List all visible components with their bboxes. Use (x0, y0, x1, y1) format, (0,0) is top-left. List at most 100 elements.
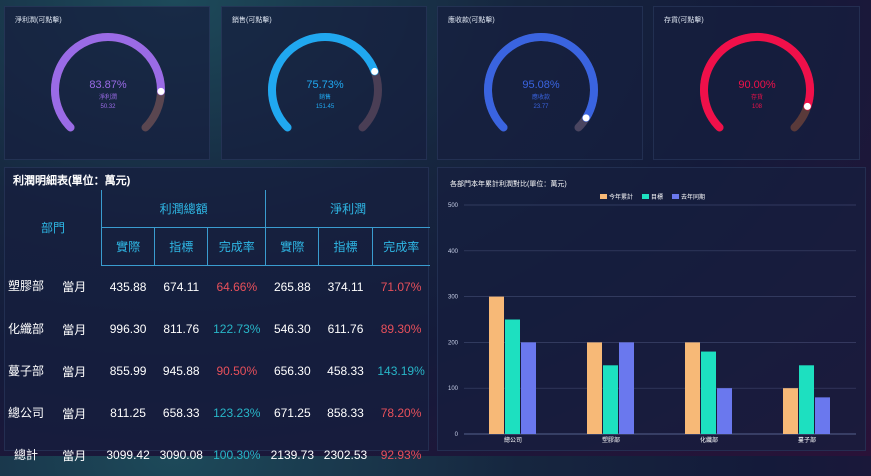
gauge-label: 銷售 (319, 93, 331, 101)
bar (701, 351, 716, 434)
x-tick-label: 總公司 (504, 436, 522, 444)
col-header-actual: 實際 (100, 227, 155, 266)
group-header-total-profit: 利潤總額 (100, 190, 266, 228)
period-cell: 當月 (62, 406, 87, 421)
data-cell: 3090.08 (159, 448, 203, 462)
table-row-total: 總計 當月 3099.42 3090.08 100.30% 2139.73 23… (5, 434, 430, 476)
data-cell: 674.11 (163, 280, 200, 294)
table-row: 塑膠部 當月 435.88 674.11 64.66% 265.88 374.1… (5, 266, 430, 309)
profit-table: 部門 利潤總額 淨利潤 實際 指標 完成率 實際 指標 完成率 塑膠部 當月 4… (5, 190, 430, 476)
gauge-inventory[interactable]: 存貨(可點擊) 90.00% 存貨 108 (653, 6, 860, 160)
data-cell: 658.33 (162, 406, 200, 420)
gauge-indicator (371, 67, 379, 75)
dept-cell: 化纖部 (7, 321, 44, 336)
gauge-indicator (157, 87, 165, 95)
y-tick-label: 300 (448, 295, 459, 301)
data-cell: 811.25 (110, 406, 146, 420)
data-cell: 2139.73 (270, 448, 314, 462)
x-tick-label: 化纖部 (700, 436, 718, 444)
gauge-title: 存貨(可點擊) (664, 17, 704, 24)
bar (685, 342, 700, 434)
dept-header: 部門 (40, 221, 65, 236)
gauge-chart: 90.00% 存貨 108 (700, 33, 814, 132)
gauge-percent: 75.73% (306, 79, 344, 91)
data-cell: 374.11 (327, 280, 364, 294)
bar (783, 388, 798, 434)
gauge-sales[interactable]: 銷售(可點擊) 75.73% 銷售 151.45 (221, 6, 427, 160)
rate-cell: 122.73% (213, 322, 261, 336)
y-tick-label: 500 (448, 203, 459, 209)
period-cell: 當月 (62, 280, 87, 295)
gauge-label: 應收款 (532, 93, 550, 101)
data-cell: 855.99 (109, 364, 147, 378)
data-cell: 858.33 (327, 406, 364, 420)
gauge-value: 23.77 (533, 104, 549, 110)
rate-cell: 71.07% (380, 280, 422, 294)
col-header-target: 指標 (154, 227, 208, 266)
col-header-actual: 實際 (265, 227, 319, 266)
rate-cell: 89.30% (380, 322, 422, 336)
bar (799, 365, 814, 434)
dept-cell: 總計 (13, 447, 38, 462)
gauge-chart: 83.87% 淨利潤 50.32 (51, 33, 165, 132)
data-cell: 611.76 (327, 322, 364, 336)
gauge-label: 存貨 (751, 93, 763, 101)
table-row: 蔓子部 當月 855.99 945.88 90.50% 656.30 458.3… (5, 350, 430, 392)
bar (603, 365, 618, 434)
x-tick-label: 蔓子部 (798, 436, 816, 444)
data-cell: 3099.42 (106, 448, 150, 462)
bar (619, 342, 634, 434)
data-cell: 945.88 (162, 364, 200, 378)
data-cell: 656.30 (273, 364, 311, 378)
gauge-percent: 95.08% (522, 79, 560, 91)
y-tick-label: 0 (455, 432, 459, 438)
rate-cell: 90.50% (216, 364, 258, 378)
table-row: 化纖部 當月 996.30 811.76 122.73% 546.30 611.… (5, 308, 430, 350)
bar (505, 319, 520, 434)
legend-label: 去年同期 (681, 193, 705, 201)
rate-cell: 78.20% (380, 406, 422, 420)
gauge-title: 銷售(可點擊) (232, 17, 272, 24)
y-tick-label: 100 (448, 386, 459, 392)
bar (489, 296, 504, 434)
x-tick-label: 塑膠部 (602, 436, 620, 444)
gauge-percent: 90.00% (738, 79, 776, 91)
legend-label: 今年累計 (609, 193, 633, 201)
bar (717, 388, 732, 434)
data-cell: 458.33 (327, 364, 364, 378)
data-cell: 811.76 (163, 322, 200, 336)
data-cell: 265.88 (273, 280, 311, 294)
gauge-indicator (803, 102, 811, 110)
bar (587, 342, 602, 434)
rate-cell: 92.93% (380, 448, 422, 462)
legend-swatch (672, 194, 679, 199)
data-cell: 671.25 (273, 406, 311, 420)
gauge-chart: 75.73% 銷售 151.45 (268, 33, 382, 132)
gauge-title: 應收款(可點擊) (448, 17, 495, 24)
col-header-target: 指標 (318, 227, 373, 266)
data-cell: 996.30 (109, 322, 147, 336)
gauge-chart: 95.08% 應收款 23.77 (484, 33, 598, 132)
data-cell: 546.30 (273, 322, 311, 336)
dept-cell: 蔓子部 (7, 363, 44, 378)
chart-title: 各部門本年累計利潤對比(單位：萬元) (450, 179, 567, 188)
table-row: 總公司 當月 811.25 658.33 123.23% 671.25 858.… (5, 392, 430, 434)
table-title: 利潤明細表(單位：萬元) (13, 175, 131, 187)
rate-cell: 143.19% (377, 364, 425, 378)
col-header-rate: 完成率 (371, 227, 430, 266)
rate-cell: 100.30% (213, 448, 261, 462)
legend-label: 目標 (651, 193, 663, 201)
gauge-value: 151.45 (316, 104, 335, 110)
profit-table-panel: 利潤明細表(單位：萬元) 部門 利潤總額 淨利潤 實際 指標 完成率 實際 指標… (4, 167, 430, 463)
profit-comparison-chart-panel: 各部門本年累計利潤對比(單位：萬元) 0 100 200 300 400 500 今年累計 目標… (437, 167, 866, 451)
gauge-receivables[interactable]: 應收款(可點擊) 95.08% 應收款 23.77 (437, 6, 643, 160)
gauge-title: 淨利潤(可點擊) (15, 17, 62, 24)
rate-cell: 64.66% (216, 280, 258, 294)
period-cell: 當月 (62, 364, 87, 379)
gauge-indicator (582, 114, 590, 122)
y-tick-label: 400 (448, 249, 459, 255)
data-cell: 435.88 (109, 280, 147, 294)
dept-cell: 總公司 (7, 405, 44, 420)
profit-comparison-chart: 各部門本年累計利潤對比(單位：萬元) 0 100 200 300 400 500 今年累計 目標… (448, 179, 856, 444)
gauge-net-profit[interactable]: 淨利潤(可點擊) 83.87% 淨利潤 50.32 (4, 6, 210, 160)
